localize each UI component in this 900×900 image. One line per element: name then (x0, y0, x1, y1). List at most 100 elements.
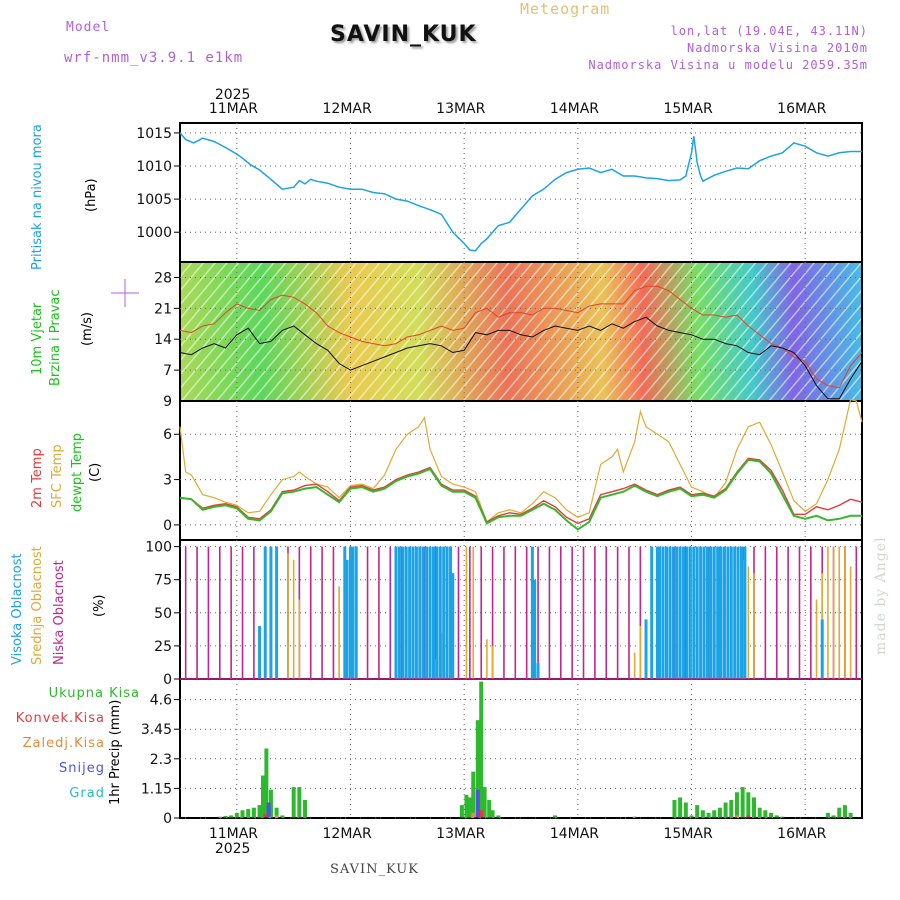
precip-bar (825, 812, 830, 818)
panel-frame-1 (179, 122, 863, 263)
day-label-top: 16MAR (777, 101, 826, 117)
precip-bar (268, 789, 273, 818)
day-label-bottom: 12MAR (323, 826, 372, 842)
wind-gust-line (179, 285, 863, 389)
precip-bar (695, 805, 700, 818)
precip-bar (740, 787, 745, 818)
precip-bar (678, 797, 683, 818)
precip-tick-label: 1.15 (141, 781, 172, 797)
precip-bar (712, 810, 717, 818)
precip-bar (729, 799, 734, 818)
day-label-top: 12MAR (323, 101, 372, 117)
precip-bar (274, 815, 279, 818)
temp-tick-label: 3 (163, 473, 172, 489)
meteogram-heading: Meteogram (520, 0, 611, 18)
wind-tick-label: 21 (154, 301, 172, 317)
precip-bar (291, 787, 296, 818)
pressure-tick-label: 1015 (136, 126, 172, 142)
pressure-tick-label: 1000 (136, 225, 172, 241)
precip-bar (475, 720, 480, 818)
precip-bar (280, 815, 285, 818)
day-label-top: 14MAR (550, 101, 599, 117)
precip-bar (459, 805, 464, 818)
precip-bar (496, 815, 501, 818)
precip-bar (774, 815, 779, 818)
precip-bar (683, 802, 688, 818)
panel-frame-4 (179, 539, 863, 680)
day-label-bottom: 13MAR (436, 826, 485, 842)
precip-bar (769, 812, 774, 818)
dewpt-line (179, 458, 862, 531)
precip-bar (746, 815, 751, 818)
pressure-tick-label: 1010 (136, 159, 172, 175)
precip-bar (700, 810, 705, 818)
year-label-top: 2025 (215, 87, 251, 103)
wind-tick-label: 28 (154, 270, 172, 286)
legend-snow: Snijeg (59, 761, 105, 776)
precip-bar (263, 814, 268, 818)
precip-bar (471, 771, 476, 818)
precip-bar (257, 805, 262, 818)
altitude-text: Nadmorska Visina 2010m (687, 41, 868, 55)
precip-bar (837, 807, 842, 818)
precip-bar (487, 799, 492, 818)
precip-bar (831, 815, 836, 818)
precip-tick-label: 3.45 (141, 722, 172, 738)
legend-graupel: Grad (69, 786, 105, 801)
model-label: Model (66, 20, 111, 35)
temp-tick-label: 0 (163, 518, 172, 534)
cloud-tick-label: 0 (163, 672, 172, 688)
cloud-tick-label: 100 (145, 540, 172, 556)
footer-station: SAVIN_KUK (330, 862, 419, 877)
precip-bar (229, 815, 234, 818)
precip-bar (479, 681, 484, 818)
temp-tick-label: 6 (163, 427, 172, 443)
cloud-tick-label: 25 (154, 639, 172, 655)
precip-tick-label: 0 (163, 811, 172, 827)
precip-bar (303, 799, 308, 818)
wind-bottom-tick-label: 9 (163, 394, 172, 410)
legend-total-rain: Ukupna Kisa (48, 686, 140, 701)
legend-convective-rain: Konvek.Kisa (15, 711, 105, 726)
precip-bar (251, 807, 256, 818)
day-label-top: 15MAR (664, 101, 713, 117)
precip-bar (471, 812, 476, 818)
model-name: wrf-nmm_v3.9.1 e1km (64, 50, 244, 66)
day-label-bottom: 11MAR (209, 826, 258, 842)
model-altitude-text: Nadmorska Visina u modelu 2059.35m (588, 58, 868, 72)
precip-bar (464, 794, 469, 818)
precip-bar (482, 787, 487, 818)
precip-bar (223, 815, 228, 818)
precip-bar (734, 815, 739, 818)
precip-bar (734, 792, 739, 818)
precip-bar (297, 787, 302, 818)
precip-bar (260, 775, 265, 818)
precip-bar (672, 799, 677, 818)
precip-bar (234, 812, 239, 818)
precip-bar (848, 812, 853, 818)
day-label-bottom: 16MAR (777, 826, 826, 842)
station-title: SAVIN_KUK (330, 22, 477, 47)
lonlat-text: lon,lat (19.04E, 43.11N) (670, 24, 868, 38)
precip-bar (757, 807, 762, 818)
wind-barb-texture (180, 262, 862, 401)
pressure-tick-label: 1005 (136, 192, 172, 208)
precip-bar (467, 797, 472, 818)
precip-bar (274, 807, 279, 818)
cloud-tick-label: 75 (154, 573, 172, 589)
precip-bar (723, 802, 728, 818)
precip-bar (746, 792, 751, 818)
precip-bar (706, 812, 711, 818)
precip-bar (490, 810, 495, 818)
precip-bar (689, 815, 694, 818)
day-label-top: 11MAR (209, 101, 258, 117)
pressure-line (179, 132, 862, 252)
precip-bar (264, 748, 269, 818)
year-label-bottom: 2025 (215, 841, 251, 857)
precip-bar (553, 815, 558, 818)
precip-bar (780, 816, 785, 818)
precip-bar (240, 810, 245, 818)
precip-bar (246, 808, 251, 818)
